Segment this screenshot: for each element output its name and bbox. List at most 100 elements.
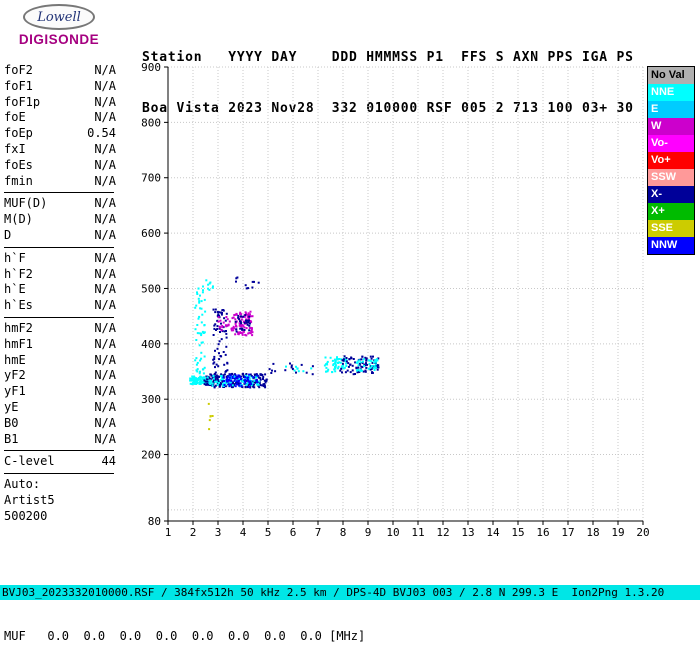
param-row-foep: foEp 0.54 [4,126,116,142]
param-row-d: D N/A [4,228,116,244]
station-header: Station YYYY DAY DDD HMMMSS P1 FFS S AXN… [142,15,634,134]
x-tick-label: 9 [365,526,372,539]
param-row-foes: foEs N/A [4,158,116,174]
param-label: hmE [4,352,26,367]
param-value: N/A [94,266,116,281]
scatter-cluster-m-band-cyan2 [355,358,379,372]
x-tick-label: 17 [561,526,574,539]
param-row-muf-d: MUF(D) N/A [4,196,116,212]
x-tick-label: 11 [411,526,424,539]
scatter-cluster-spread-blob-purple2 [217,316,235,332]
param-value: N/A [94,157,116,172]
legend-item-nnw: NNW [648,237,694,254]
param-label: hmF1 [4,336,33,351]
param-value: N/A [94,212,116,227]
logo-product-text: DIGISONDE [18,32,100,47]
legend-item-sse: SSE [648,220,694,237]
scatter-cluster-spread-column-cyan [194,285,207,375]
param-label: yF2 [4,368,26,383]
param-row-h-f: h`F N/A [4,251,116,267]
param-label: yE [4,399,19,414]
y-tick-label: 600 [141,227,161,240]
param-value: N/A [94,227,116,242]
param-row-fxi: fxI N/A [4,142,116,158]
param-value: N/A [94,250,116,265]
legend-item-vo: Vo- [648,135,694,152]
x-tick-label: 6 [290,526,297,539]
x-tick-label: 2 [190,526,197,539]
param-value: 0.54 [87,126,116,141]
scatter-cluster-spread-blob-navy [234,314,251,333]
divider [4,450,114,452]
param-value: N/A [94,63,116,77]
param-value: N/A [94,196,116,211]
x-tick-label: 7 [315,526,322,539]
x-tick-label: 16 [536,526,549,539]
param-value: N/A [94,431,116,446]
param-label: B1 [4,431,19,446]
divider [4,192,114,194]
x-tick-label: 13 [461,526,474,539]
legend-item-nne: NNE [648,84,694,101]
y-tick-label: 200 [141,449,161,462]
legend-item-no-val: No Val [648,67,694,84]
legend-item-ssw: SSW [648,169,694,186]
x-tick-label: 10 [386,526,399,539]
legend-item-w: W [648,118,694,135]
param-label: h`Es [4,298,33,313]
autoscaling-info-line: 500200 [4,508,48,523]
param-label: C-level [4,454,55,469]
x-tick-label: 15 [511,526,524,539]
param-row-fof2: foF2 N/A [4,63,116,79]
x-tick-label: 12 [436,526,449,539]
param-label: B0 [4,415,19,430]
scatter-cluster-mid-sparse-navy [268,362,314,376]
axes [164,66,644,525]
param-label: foF1 [4,78,33,93]
param-label: h`F2 [4,266,33,281]
param-row-m-d: M(D) N/A [4,212,116,228]
scatter-cluster-lower-dots-amber [207,402,214,431]
param-label: foF2 [4,63,33,77]
x-tick-label: 18 [586,526,599,539]
param-value: N/A [94,399,116,414]
param-value: N/A [94,173,116,188]
logo-brand-text: Lowell [37,9,81,25]
param-row-ye: yE N/A [4,400,116,416]
ionogram-plot: 1 2 3 4 5 6 7 8 9 10 11 12 13 14 15 16 17 18 19 20900800700… [141,61,650,539]
lowell-logo-oval: Lowell [23,4,95,30]
param-row-hmf1: hmF1 N/A [4,337,116,353]
param-value: N/A [94,415,116,430]
scatter-cluster-es-dots-cyan [205,279,214,291]
divider [4,246,114,248]
param-value: N/A [94,320,116,335]
gridlines [168,66,644,521]
param-label: MUF(D) [4,196,48,211]
param-row-fof1p: foF1p N/A [4,95,116,111]
y-tick-label: 900 [141,61,161,74]
param-value: 44 [101,454,116,469]
autoscaling-info-line: Artist5 [4,492,55,507]
param-value: N/A [94,368,116,383]
param-label: foEp [4,126,33,141]
x-tick-label: 5 [265,526,272,539]
param-value: N/A [94,141,116,156]
x-tick-label: 8 [340,526,347,539]
param-label: foF1p [4,94,41,109]
x-tick-label: 19 [611,526,624,539]
param-label: fxI [4,141,26,156]
param-row-fmin: fmin N/A [4,174,116,190]
legend-item-x: X+ [648,203,694,220]
station-header-line1: Station YYYY DAY DDD HMMMSS P1 FFS S AXN… [142,50,634,65]
status-bar: BVJ03_2023332010000.RSF / 384fx512h 50 k… [0,585,700,600]
lowell-digisonde-logo: Lowell DIGISONDE [6,4,112,47]
station-header-line2: Boa Vista 2023 Nov28 332 010000 RSF 005 … [142,101,634,116]
param-value: N/A [94,110,116,125]
y-tick-label: 300 [141,393,161,406]
param-label: yF1 [4,384,26,399]
param-row-hme: hmE N/A [4,353,116,369]
param-value: N/A [94,94,116,109]
y-tick-label: 400 [141,338,161,351]
y-tick-label: 800 [141,116,161,129]
param-label: foEs [4,157,33,172]
